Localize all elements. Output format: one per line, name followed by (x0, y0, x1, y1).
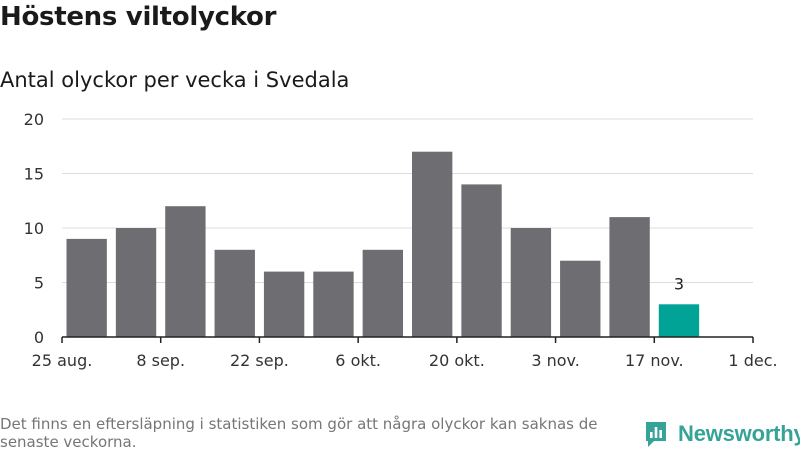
data-label: 3 (674, 274, 684, 293)
chart-subtitle: Antal olyckor per vecka i Svedala (0, 68, 350, 92)
x-tick-label: 6 okt. (335, 351, 381, 370)
bar (560, 260, 601, 337)
bar (609, 217, 650, 337)
chart-title: Höstens viltolyckor (0, 2, 277, 32)
y-tick-label: 20 (24, 110, 44, 129)
x-tick-label: 8 sep. (136, 351, 185, 370)
x-tick-label: 20 okt. (429, 351, 485, 370)
x-tick-label: 1 dec. (728, 351, 777, 370)
bar (165, 206, 206, 337)
y-tick-label: 15 (24, 165, 44, 184)
y-tick-label: 10 (24, 219, 44, 238)
bar (214, 249, 255, 337)
x-tick-label: 22 sep. (230, 351, 289, 370)
brand-name: Newsworthy (678, 421, 800, 446)
bar (66, 238, 107, 337)
newsworthy-logo-icon (646, 422, 666, 447)
x-tick-label: 25 aug. (32, 351, 93, 370)
bar (461, 184, 502, 337)
y-tick-label: 0 (34, 328, 44, 347)
bar (510, 228, 552, 337)
brand-logo: Newsworthy (644, 419, 800, 449)
bar (362, 249, 403, 337)
bar (313, 271, 354, 337)
x-tick-label: 3 nov. (531, 351, 580, 370)
bar-highlight (658, 304, 700, 337)
x-tick-label: 17 nov. (625, 351, 684, 370)
footnote: Det finns en eftersläpning i statistiken… (0, 415, 598, 451)
bar (412, 151, 453, 337)
bar (263, 271, 305, 337)
bar-chart: 0 5 10 15 20 3 25 aug. 8 sep. 22 sep. 6 okt. 20 ok… (24, 110, 778, 370)
y-tick-label: 5 (34, 274, 44, 293)
bar (115, 228, 157, 337)
